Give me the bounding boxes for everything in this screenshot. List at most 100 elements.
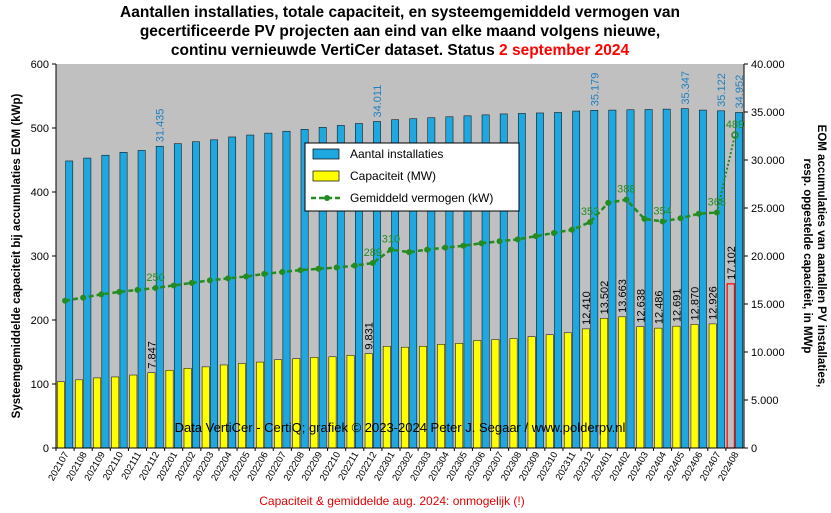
label-capaciteit-202407: 12.926 — [708, 286, 720, 320]
point-vermogen-202204 — [225, 275, 231, 282]
right-tick-label: 20.000 — [751, 251, 785, 263]
right-axis-title-line1: EOM accumulaties van aantallen PV instal… — [815, 125, 827, 388]
right-tick-label: 35.000 — [751, 107, 785, 119]
left-tick-label: 500 — [31, 123, 49, 135]
bar-installaties-202204 — [228, 136, 237, 449]
point-vermogen-202403 — [641, 215, 648, 222]
legend-label-capaciteit: Capaciteit (MW) — [350, 169, 436, 183]
label-vermogen-202407: 368 — [708, 196, 726, 208]
left-tick-label: 100 — [31, 379, 49, 391]
bar-installaties-202112 — [155, 145, 164, 449]
legend-label-vermogen: Gemiddeld vermogen (kW) — [350, 191, 493, 205]
bar-installaties-202312 — [590, 110, 599, 449]
legend-box — [304, 142, 520, 212]
bar-capaciteit-202404 — [654, 327, 663, 449]
chart-title-line3-prefix: continu vernieuwde VertiCer dataset. Sta… — [171, 42, 499, 59]
footnote: Capaciteit & gemiddelde aug. 2024: onmog… — [259, 494, 525, 508]
left-axis-title: Systeemgemiddelde capaciteit bij accumul… — [11, 94, 23, 419]
bar-installaties-202309 — [536, 112, 544, 449]
credit-text: Data VertiCer - CertiQ; grafiek © 2023-2… — [175, 420, 626, 435]
point-vermogen-202109 — [98, 291, 105, 298]
left-tick-label: 400 — [31, 187, 49, 199]
legend-swatch-capaciteit — [312, 170, 340, 182]
label-installaties-202112: 31.435 — [155, 109, 167, 143]
bar-installaties-202207 — [282, 130, 291, 449]
label-installaties-202312: 35.179 — [589, 73, 601, 107]
label-capaciteit-202312: 12.410 — [581, 291, 593, 325]
bar-installaties-202111 — [137, 150, 146, 449]
chart-title-line3: continu vernieuwde VertiCer dataset. Sta… — [171, 42, 630, 59]
label-capaciteit-202403: 12.638 — [635, 289, 647, 323]
chart-title-line1: Aantallen installaties, totale capacitei… — [120, 4, 680, 21]
bar-capaciteit-202407 — [708, 323, 717, 449]
point-vermogen-202305 — [460, 242, 467, 249]
point-vermogen-202406 — [695, 210, 702, 217]
bar-capaciteit-202201 — [165, 369, 174, 449]
point-vermogen-202212 — [369, 260, 376, 267]
bar-installaties-202406 — [699, 109, 707, 449]
point-vermogen-202408 — [731, 131, 739, 139]
bar-installaties-202108 — [83, 157, 92, 449]
chart-title-line2: gecertificeerde PV projecten aan eind va… — [140, 23, 660, 40]
legend: Aantal installaties Capaciteit (MW) Gemi… — [304, 142, 520, 212]
point-vermogen-202311 — [569, 226, 575, 233]
bar-installaties-202107 — [65, 160, 74, 449]
point-vermogen-202108 — [80, 294, 87, 301]
bar-capaciteit-202403 — [636, 326, 645, 449]
point-vermogen-202304 — [442, 244, 449, 251]
label-vermogen-202301: 310 — [382, 234, 400, 246]
right-axis-title-line2: resp. opgestelde capaciteit, in MWp — [801, 159, 813, 354]
bar-installaties-202206 — [264, 132, 273, 449]
point-vermogen-202203 — [206, 277, 213, 284]
bar-installaties-202310 — [554, 112, 562, 449]
bar-capaciteit-202112 — [147, 372, 156, 449]
label-installaties-202407: 35.122 — [716, 73, 728, 107]
left-tick-label: 0 — [43, 443, 49, 455]
bar-installaties-202109 — [101, 154, 110, 449]
bar-installaties-202404 — [662, 108, 671, 449]
point-vermogen-202205 — [243, 273, 250, 280]
point-vermogen-202309 — [532, 233, 539, 240]
label-installaties-202212: 34.011 — [372, 85, 384, 118]
label-capaciteit-202404: 12.486 — [653, 290, 665, 324]
right-tick-label: 40.000 — [751, 59, 785, 71]
right-tick-label: 10.000 — [751, 347, 785, 359]
label-vermogen-202402: 388 — [617, 184, 635, 196]
point-vermogen-202110 — [116, 288, 123, 295]
bar-capaciteit-202203 — [201, 366, 210, 449]
point-vermogen-202301 — [387, 246, 394, 253]
right-tick-label: 5.000 — [751, 395, 779, 407]
bar-installaties-202401 — [608, 109, 617, 449]
label-vermogen-202408: 489 — [726, 119, 744, 131]
point-vermogen-202312 — [587, 219, 594, 226]
left-tick-label: 600 — [31, 59, 49, 71]
legend-marker-vermogen — [324, 195, 330, 201]
point-vermogen-202112 — [152, 285, 159, 291]
bar-installaties-202110 — [119, 152, 128, 449]
point-vermogen-202210 — [333, 264, 340, 271]
label-vermogen-202212: 289 — [364, 247, 382, 259]
bar-capaciteit-202107 — [57, 381, 65, 449]
label-installaties-202405: 35.347 — [680, 71, 692, 105]
bar-installaties-202311 — [572, 110, 581, 449]
bar-capaciteit-202206 — [256, 361, 264, 449]
bar-installaties-202202 — [192, 141, 200, 449]
label-capaciteit-202112: 7.847 — [146, 341, 158, 369]
label-capaciteit-202401: 13.502 — [599, 281, 611, 315]
bar-capaciteit-202406 — [690, 324, 699, 449]
point-vermogen-202201 — [170, 282, 177, 289]
point-vermogen-202405 — [677, 215, 684, 222]
bar-installaties-202405 — [680, 108, 689, 449]
point-vermogen-202404 — [659, 218, 666, 225]
bar-capaciteit-202109 — [93, 377, 101, 449]
bar-capaciteit-202205 — [238, 363, 246, 449]
bar-installaties-202203 — [210, 139, 218, 449]
bar-installaties-202402 — [626, 109, 635, 449]
point-vermogen-202107 — [62, 297, 69, 304]
point-vermogen-202401 — [605, 199, 612, 206]
line-gemiddeld-vermogen-aug — [715, 134, 736, 213]
point-vermogen-202211 — [351, 262, 358, 269]
bar-capaciteit-202204 — [219, 364, 228, 449]
bar-capaciteit-202202 — [183, 368, 192, 449]
point-vermogen-202306 — [478, 240, 485, 247]
